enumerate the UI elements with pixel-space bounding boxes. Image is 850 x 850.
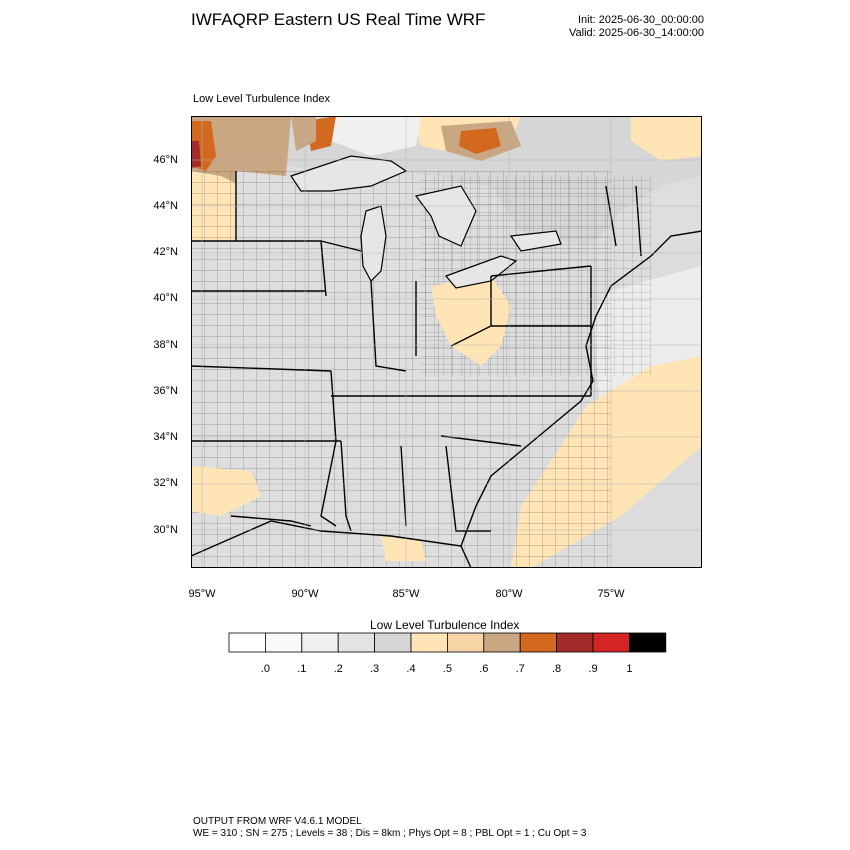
colorbar-label: .9 <box>588 663 598 675</box>
canada-peach-2 <box>631 116 702 161</box>
lon-label: 85°W <box>392 588 420 600</box>
lake-superior <box>290 155 408 192</box>
lat-label: 36°N <box>153 385 178 397</box>
colorbar-swatch <box>265 632 303 653</box>
colorbar-label: 1 <box>626 663 633 675</box>
colorbar-swatch <box>519 632 558 653</box>
model-footer: OUTPUT FROM WRF V4.6.1 MODEL WE = 310 ; … <box>193 816 586 840</box>
colorbar-label: .1 <box>297 663 307 675</box>
colorbar-swatch <box>446 632 485 653</box>
weather-map <box>191 116 702 568</box>
lat-label: 38°N <box>153 339 178 351</box>
canada-orange-1 <box>459 128 501 154</box>
lat-label: 30°N <box>153 524 178 536</box>
colorbar-swatch <box>374 632 412 653</box>
gulf-coast-peach <box>191 466 261 516</box>
colorbar <box>228 632 667 653</box>
colorbar-swatch <box>410 632 448 653</box>
lake-michigan <box>360 205 387 282</box>
colorbar-label: .5 <box>442 663 452 675</box>
lon-label: 75°W <box>597 588 625 600</box>
footer-line-1: OUTPUT FROM WRF V4.6.1 MODEL <box>193 816 362 827</box>
colorbar-label: .6 <box>479 663 489 675</box>
canada-white <box>331 116 421 156</box>
colorbar-swatch <box>301 632 339 653</box>
lon-label: 90°W <box>291 588 319 600</box>
colorbar-swatch <box>556 632 594 653</box>
lat-label: 42°N <box>153 246 178 258</box>
colorbar-swatch <box>592 632 630 653</box>
plains-dark <box>191 141 201 168</box>
graticule <box>191 116 702 568</box>
state-boundaries <box>191 171 642 532</box>
colorbar-label: .8 <box>552 663 562 675</box>
colorbar-swatch <box>337 632 375 653</box>
lat-label: 34°N <box>153 431 178 443</box>
colorbar-label: .4 <box>406 663 416 675</box>
lat-label: 46°N <box>153 154 178 166</box>
lake-ontario <box>509 230 562 252</box>
colorbar-label: .2 <box>333 663 343 675</box>
colorbar-swatch <box>483 632 521 653</box>
lake-huron <box>414 185 477 247</box>
lat-label: 44°N <box>153 200 178 212</box>
lake-erie <box>444 255 518 289</box>
colorbar-label: .0 <box>260 663 270 675</box>
footer-line-2: WE = 310 ; SN = 275 ; Levels = 38 ; Dis … <box>193 828 587 839</box>
lon-label: 80°W <box>495 588 523 600</box>
mn-tan <box>291 116 316 151</box>
lat-label: 32°N <box>153 477 178 489</box>
lat-label: 40°N <box>153 292 178 304</box>
lon-label: 95°W <box>188 588 216 600</box>
colorbar-label: .7 <box>515 663 525 675</box>
colorbar-label: .3 <box>370 663 380 675</box>
field-title: Low Level Turbulence Index <box>193 93 330 105</box>
map-border <box>191 116 702 568</box>
init-time: Init: 2025-06-30_00:00:00 <box>578 14 704 26</box>
time-info: Init: 2025-06-30_00:00:00 Valid: 2025-06… <box>569 14 704 40</box>
valid-time: Valid: 2025-06-30_14:00:00 <box>569 27 704 39</box>
page-title: IWFAQRP Eastern US Real Time WRF <box>191 10 486 29</box>
colorbar-swatch <box>628 632 667 653</box>
coastline <box>191 230 702 568</box>
colorbar-title: Low Level Turbulence Index <box>370 618 520 632</box>
florida-peach <box>381 536 426 561</box>
colorbar-swatch <box>228 632 266 653</box>
